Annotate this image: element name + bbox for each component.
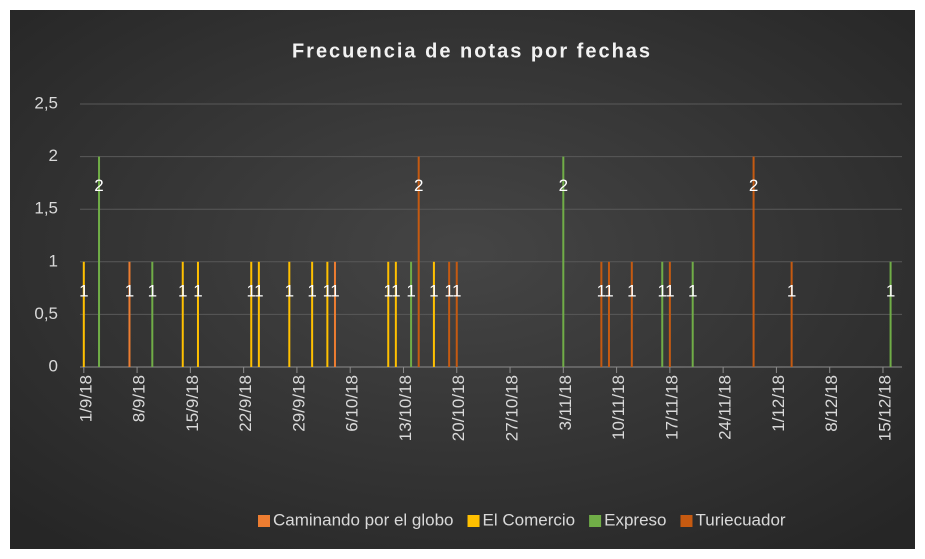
- legend-label: El Comercio: [483, 510, 576, 529]
- data-label: 2: [414, 176, 423, 195]
- data-label: 1: [429, 281, 438, 300]
- bar: [394, 261, 397, 367]
- x-tick-label: 10/11/18: [609, 375, 628, 440]
- bar: [562, 156, 565, 367]
- legend-swatch: [680, 515, 693, 527]
- data-label: 1: [178, 281, 187, 300]
- bar: [448, 261, 451, 367]
- chart-background: [10, 10, 915, 549]
- data-label: 1: [148, 281, 157, 300]
- data-label: 1: [444, 281, 453, 300]
- data-label: 1: [604, 281, 613, 300]
- x-tick-label: 22/9/18: [236, 375, 255, 432]
- bar: [250, 261, 253, 367]
- bar: [668, 261, 671, 367]
- data-label: 1: [193, 281, 202, 300]
- x-tick-label: 1/12/18: [769, 375, 788, 432]
- bar: [417, 156, 420, 367]
- legend-swatch: [258, 515, 270, 527]
- data-label: 2: [749, 176, 758, 195]
- data-label: 1: [452, 281, 461, 300]
- bar: [387, 261, 390, 367]
- legend-label: Caminando por el globo: [273, 510, 454, 529]
- x-tick-label: 13/10/18: [396, 375, 415, 441]
- bar: [790, 261, 793, 367]
- data-label: 1: [787, 281, 796, 300]
- x-tick-label: 17/11/18: [662, 375, 681, 440]
- data-label: 1: [597, 281, 606, 300]
- legend-swatch: [467, 515, 480, 527]
- bar: [455, 261, 458, 367]
- y-tick-label: 1: [49, 251, 58, 270]
- bar: [311, 261, 314, 367]
- chart-title: Frecuencia de notas por fechas: [292, 40, 652, 62]
- y-tick-label: 1,5: [34, 199, 58, 218]
- bar: [432, 261, 435, 367]
- bar: [333, 261, 336, 367]
- bar: [691, 261, 694, 367]
- x-tick-label: 8/12/18: [822, 375, 841, 432]
- bar: [600, 261, 603, 367]
- bar: [257, 261, 260, 367]
- data-label: 1: [307, 281, 316, 300]
- y-tick-label: 0: [49, 356, 58, 375]
- data-label: 1: [125, 281, 134, 300]
- data-label: 1: [665, 281, 674, 300]
- data-label: 1: [391, 281, 400, 300]
- data-label: 1: [285, 281, 294, 300]
- x-tick-label: 3/11/18: [556, 375, 575, 430]
- data-label: 1: [330, 281, 339, 300]
- x-tick-label: 24/11/18: [716, 375, 735, 440]
- y-tick-label: 2,5: [34, 93, 58, 112]
- data-label: 1: [406, 281, 415, 300]
- bar: [82, 261, 85, 367]
- bar: [196, 261, 199, 367]
- bar: [98, 156, 101, 367]
- bar: [661, 261, 664, 367]
- bar: [607, 261, 610, 367]
- x-tick-label: 15/9/18: [183, 375, 202, 432]
- data-label: 1: [384, 281, 393, 300]
- legend-label: Turiecuador: [695, 510, 785, 529]
- y-tick-label: 2: [49, 146, 58, 165]
- x-tick-label: 29/9/18: [289, 375, 308, 432]
- data-label: 1: [254, 281, 263, 300]
- bar: [128, 261, 131, 367]
- bar: [410, 261, 413, 367]
- bar: [630, 261, 633, 367]
- data-label: 1: [247, 281, 256, 300]
- data-label: 1: [323, 281, 332, 300]
- data-label: 1: [627, 281, 636, 300]
- legend-label: Expreso: [604, 510, 666, 529]
- bar: [752, 156, 755, 367]
- x-tick-label: 27/10/18: [503, 375, 522, 441]
- data-label: 2: [94, 176, 103, 195]
- bar: [889, 261, 892, 367]
- data-label: 1: [658, 281, 667, 300]
- bar: [151, 261, 154, 367]
- x-tick-label: 20/10/18: [449, 375, 468, 441]
- data-label: 2: [559, 176, 568, 195]
- legend-swatch: [589, 515, 602, 527]
- bar: [181, 261, 184, 367]
- bar: [326, 261, 329, 367]
- x-tick-label: 15/12/18: [875, 375, 894, 441]
- x-tick-label: 8/9/18: [130, 375, 149, 422]
- data-label: 1: [79, 281, 88, 300]
- bar: [288, 261, 291, 367]
- x-tick-label: 1/9/18: [76, 375, 95, 422]
- y-tick-label: 0,5: [34, 304, 58, 323]
- data-label: 1: [688, 281, 697, 300]
- data-label: 1: [886, 281, 895, 300]
- x-tick-label: 6/10/18: [343, 375, 362, 432]
